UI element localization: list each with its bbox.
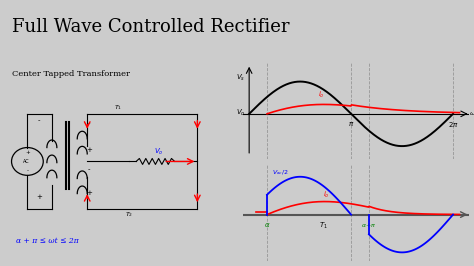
Text: $\alpha$: $\alpha$ [264, 221, 270, 228]
Text: Center Tapped Transformer: Center Tapped Transformer [11, 70, 129, 78]
Text: AC: AC [23, 159, 29, 164]
Text: $V_s$: $V_s$ [236, 73, 245, 84]
Text: $V_o$: $V_o$ [154, 147, 164, 157]
Text: +: + [36, 194, 42, 200]
Text: +: + [86, 147, 92, 152]
Text: Full Wave Controlled Rectifier: Full Wave Controlled Rectifier [12, 18, 289, 36]
Text: -: - [88, 121, 90, 127]
Text: $\omega t$: $\omega t$ [469, 109, 474, 117]
Text: -: - [27, 168, 28, 173]
Text: $V_{ac}/2$: $V_{ac}/2$ [272, 168, 289, 177]
Text: $T_2$: $T_2$ [125, 210, 134, 219]
Text: -: - [88, 166, 90, 172]
Text: +: + [25, 151, 30, 156]
Text: $2\pi$: $2\pi$ [447, 120, 458, 129]
Text: $T_1$: $T_1$ [114, 103, 122, 112]
Text: -: - [37, 117, 40, 123]
Text: $\alpha{+}\pi$: $\alpha{+}\pi$ [361, 221, 376, 228]
Text: +: + [86, 190, 92, 196]
Text: $i_o$: $i_o$ [322, 190, 329, 200]
Text: $T_1$: $T_1$ [319, 221, 328, 231]
Text: α + π ≤ ωt ≤ 2π: α + π ≤ ωt ≤ 2π [16, 237, 79, 245]
Text: $V_o$: $V_o$ [236, 108, 245, 118]
Text: $\pi$: $\pi$ [348, 120, 354, 128]
Text: $i_o$: $i_o$ [319, 90, 325, 100]
